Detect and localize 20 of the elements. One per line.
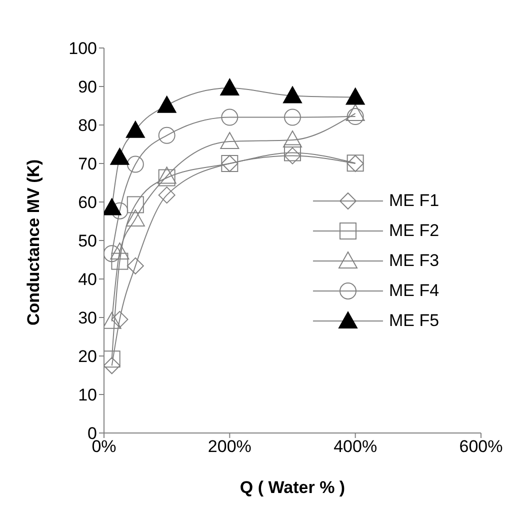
legend-label: ME F5: [389, 311, 440, 331]
y-tick-label: 80: [78, 116, 97, 136]
legend-label: ME F4: [389, 281, 440, 301]
x-tick-label: 400%: [334, 437, 378, 456]
legend-label: ME F2: [389, 221, 440, 241]
legend-label: ME F3: [389, 251, 440, 271]
y-tick-label: 30: [78, 308, 97, 328]
y-tick-label: 60: [78, 193, 97, 212]
x-tick-label: 200%: [208, 437, 252, 456]
x-axis-title: Q ( Water % ): [240, 478, 346, 497]
y-axis-title: Conductance MV (K): [24, 159, 44, 326]
legend-label: ME F1: [389, 191, 440, 211]
y-tick-label: 40: [78, 270, 97, 290]
y-tick-label: 100: [68, 39, 97, 58]
y-tick-label: 10: [78, 386, 97, 405]
y-tick-label: 90: [78, 78, 97, 97]
x-tick-label: 600%: [459, 437, 503, 456]
y-tick-label: 50: [78, 232, 97, 251]
y-tick-label: 70: [78, 154, 97, 174]
y-tick-label: 20: [78, 347, 97, 366]
